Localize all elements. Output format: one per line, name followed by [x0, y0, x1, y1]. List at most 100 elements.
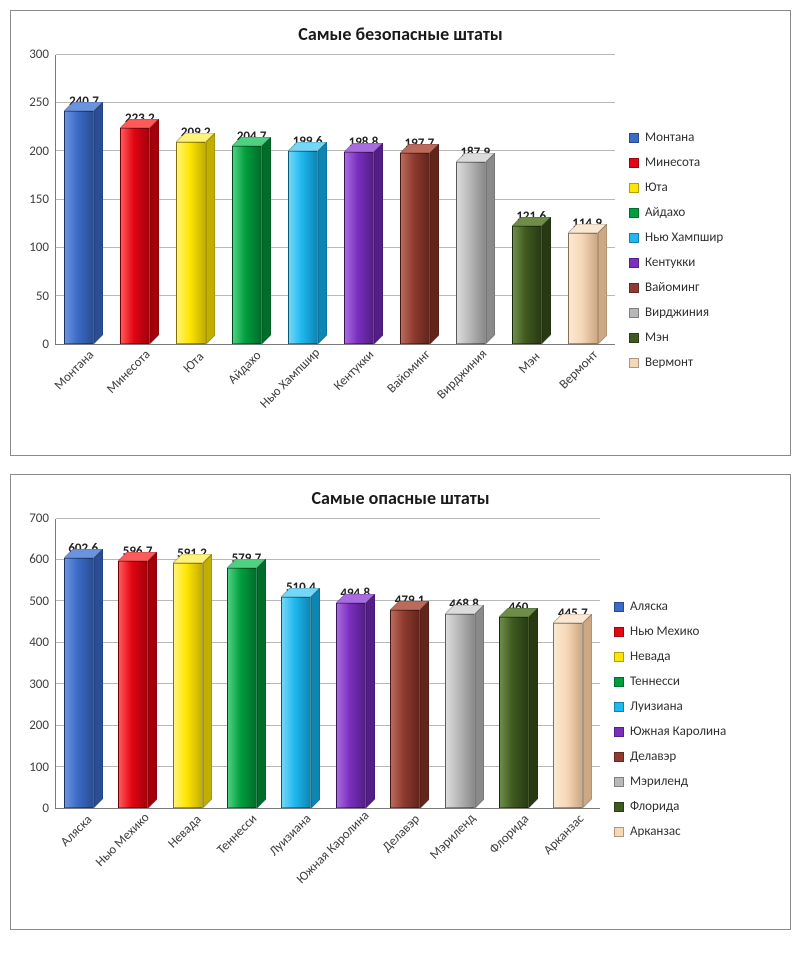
x-tick-label: Луизиана	[267, 811, 315, 859]
legend-swatch	[614, 827, 624, 837]
bar-side	[203, 554, 212, 808]
bar-slot: 114,9	[559, 55, 615, 344]
legend-item: Аляска	[614, 599, 780, 614]
bar-side	[94, 549, 103, 808]
bar-side	[475, 605, 484, 808]
x-tick-label: Кентукки	[331, 347, 377, 393]
bar-slot: 468,8	[437, 519, 491, 808]
legend-swatch	[614, 602, 624, 612]
x-tick-label: Мэн	[516, 349, 543, 376]
bar-slot: 209,2	[168, 55, 224, 344]
legend-label: Нью Мехико	[630, 624, 699, 639]
legend-item: Делавэр	[614, 749, 780, 764]
legend-swatch	[629, 333, 639, 343]
bar	[499, 617, 538, 808]
legend-swatch	[629, 258, 639, 268]
bar-front	[344, 152, 374, 344]
bar-front	[568, 233, 598, 344]
legend-item: Вермонт	[629, 355, 780, 370]
bar-slot: 223,2	[112, 55, 168, 344]
legend-label: Кентукки	[645, 255, 695, 270]
legend-swatch	[629, 183, 639, 193]
legend: МонтанаМинесотаЮтаАйдахоНью ХампширКенту…	[615, 55, 780, 445]
x-tick-label: Вермонт	[556, 348, 601, 393]
bar-side	[257, 559, 266, 808]
legend: АляскаНью МехикоНевадаТеннессиЛуизианаЮж…	[600, 519, 780, 919]
bar-front	[176, 142, 206, 344]
bar-slot: 596,7	[110, 519, 164, 808]
legend-swatch	[614, 752, 624, 762]
bar-side	[366, 594, 375, 808]
legend-item: Юта	[629, 180, 780, 195]
bar-front	[456, 162, 486, 344]
legend-swatch	[614, 702, 624, 712]
bar-slot: 121,6	[503, 55, 559, 344]
legend-label: Мэн	[645, 330, 669, 345]
bar-slot: 602,6	[56, 519, 110, 808]
bar	[227, 568, 266, 808]
legend-label: Монтана	[645, 130, 694, 145]
bar	[445, 614, 484, 808]
x-tick-label: Теннесси	[214, 811, 260, 857]
bar-side	[529, 608, 538, 808]
y-axis: 0100200300400500600700	[21, 519, 55, 809]
legend-swatch	[614, 802, 624, 812]
legend-item: Айдахо	[629, 205, 780, 220]
bar	[64, 558, 103, 808]
bar-slot: 591,2	[165, 519, 219, 808]
legend-item: Арканзас	[614, 824, 780, 839]
bar-front	[336, 603, 366, 808]
x-tick-label: Арканзас	[541, 811, 587, 857]
bar-side	[486, 153, 495, 344]
legend-item: Вирджиния	[629, 305, 780, 320]
legend-item: Нью Хампшир	[629, 230, 780, 245]
legend-label: Вирджиния	[645, 305, 709, 320]
legend-swatch	[614, 727, 624, 737]
bar-slot: 510,4	[274, 519, 328, 808]
legend-label: Делавэр	[630, 749, 676, 764]
legend-swatch	[614, 677, 624, 687]
legend-swatch	[629, 208, 639, 218]
legend-label: Луизиана	[630, 699, 683, 714]
legend-swatch	[614, 652, 624, 662]
bar-front	[281, 597, 311, 808]
x-tick-label: Юта	[181, 349, 208, 376]
legend-item: Кентукки	[629, 255, 780, 270]
legend-label: Аляска	[630, 599, 668, 614]
bar-side	[420, 601, 429, 808]
bar-slot: 199,6	[280, 55, 336, 344]
bar	[176, 142, 215, 344]
legend-label: Нью Хампшир	[645, 230, 723, 245]
bar-front	[120, 128, 150, 344]
bar	[118, 561, 157, 808]
legend-label: Айдахо	[645, 205, 685, 220]
legend-swatch	[629, 233, 639, 243]
legend-label: Арканзас	[630, 824, 681, 839]
bar-front	[512, 226, 542, 344]
bar-side	[148, 552, 157, 808]
bar-slot: 445,7	[546, 519, 600, 808]
legend-label: Мэриленд	[630, 774, 688, 789]
legend-label: Юта	[645, 180, 668, 195]
bar-side	[542, 217, 551, 344]
legend-label: Вермонт	[645, 355, 693, 370]
bar	[344, 152, 383, 344]
chart-title: Самые опасные штаты	[21, 487, 780, 509]
legend-item: Нью Мехико	[614, 624, 780, 639]
legend-item: Невада	[614, 649, 780, 664]
bar	[512, 226, 551, 344]
bar	[553, 623, 592, 808]
x-tick-label: Аляска	[58, 812, 95, 849]
bar	[568, 233, 607, 344]
bar-side	[94, 102, 103, 344]
bar-slot: 204,7	[224, 55, 280, 344]
legend-item: Флорида	[614, 799, 780, 814]
bar-front	[390, 610, 420, 808]
bar-side	[206, 133, 215, 344]
chart-panel-0: Самые безопасные штаты050100150200250300…	[10, 10, 791, 456]
legend-label: Вайоминг	[645, 280, 699, 295]
bar-slot: 460	[491, 519, 545, 808]
bar-side	[598, 224, 607, 344]
x-tick-label: Делавэр	[380, 812, 423, 855]
x-tick-label: Айдахо	[225, 348, 264, 387]
